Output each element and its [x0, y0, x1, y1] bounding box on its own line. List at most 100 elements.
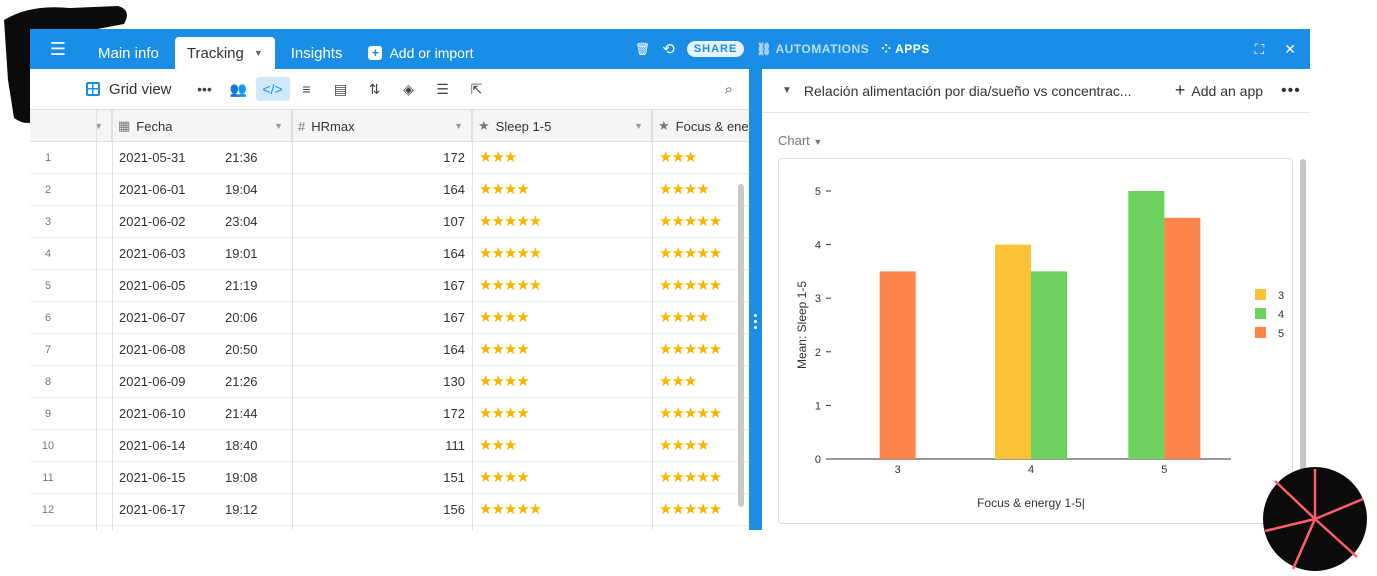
sleep-rating-cell[interactable]: ★★★★★ — [479, 277, 542, 294]
hrmax-cell[interactable]: 172 — [443, 406, 465, 421]
date-cell[interactable]: 2021-06-14 — [119, 438, 186, 453]
row-number[interactable]: 2 — [44, 184, 52, 196]
table-row[interactable]: 1 2021-05-31 21:36 172 ★★★ ★★★ — [30, 142, 749, 174]
table-row[interactable]: 10 2021-06-14 18:40 111 ★★★ ★★★★ — [30, 430, 749, 462]
row-number[interactable]: 3 — [44, 216, 52, 228]
date-cell[interactable]: 2021-06-17 — [119, 502, 186, 517]
chevron-down-icon[interactable]: ▼ — [454, 121, 463, 131]
focus-rating-cell[interactable]: ★★★★★ — [659, 469, 722, 486]
focus-rating-cell[interactable]: ★★★★ — [659, 309, 710, 326]
sleep-rating-cell[interactable]: ★★★★ — [479, 309, 530, 326]
hrmax-cell[interactable]: 164 — [443, 342, 465, 357]
tab-main-info[interactable]: Main info — [86, 37, 171, 69]
hrmax-cell[interactable]: 164 — [443, 246, 465, 261]
time-cell[interactable]: 23:04 — [225, 214, 258, 229]
add-app-button[interactable]: + Add an app — [1175, 80, 1263, 101]
table-row[interactable]: 11 2021-06-15 19:08 151 ★★★★ ★★★★★ — [30, 462, 749, 494]
date-cell[interactable]: 2021-06-05 — [119, 278, 186, 293]
time-cell[interactable]: 19:12 — [225, 502, 258, 517]
date-cell[interactable]: 2021-05-31 — [119, 150, 186, 165]
time-cell[interactable]: 21:44 — [225, 406, 258, 421]
header-sleep[interactable]: ★ Sleep 1-5 ▼ — [472, 110, 652, 142]
trash-icon[interactable]: 🗑 — [635, 42, 651, 56]
share-button[interactable]: SHARE — [686, 41, 745, 57]
row-number[interactable]: 4 — [44, 248, 52, 260]
hrmax-cell[interactable]: 167 — [443, 278, 465, 293]
table-row[interactable]: 4 2021-06-03 19:01 164 ★★★★★ ★★★★★ — [30, 238, 749, 270]
add-or-import-button[interactable]: + Add or import — [358, 37, 483, 69]
chevron-down-icon[interactable]: ▼ — [634, 121, 643, 131]
hrmax-cell[interactable]: 151 — [443, 470, 465, 485]
focus-rating-cell[interactable]: ★★★★★ — [659, 213, 722, 230]
table-row[interactable]: 2 2021-06-01 19:04 164 ★★★★ ★★★★ — [30, 174, 749, 206]
app-title[interactable]: Relación alimentación por dia/sueño vs c… — [803, 82, 1132, 99]
row-number[interactable]: 5 — [44, 280, 52, 292]
history-icon[interactable]: ⟲ — [662, 41, 675, 58]
time-cell[interactable]: 18:40 — [225, 438, 258, 453]
hrmax-cell[interactable]: 107 — [443, 214, 465, 229]
table-row[interactable]: 3 2021-06-02 23:04 107 ★★★★★ ★★★★★ — [30, 206, 749, 238]
row-height-icon[interactable]: ☰ — [436, 80, 449, 97]
table-row[interactable]: 5 2021-06-05 21:19 167 ★★★★★ ★★★★★ — [30, 270, 749, 302]
sleep-rating-cell[interactable]: ★★★★ — [479, 469, 530, 486]
hrmax-cell[interactable]: 156 — [443, 502, 465, 517]
chart-selector[interactable]: Chart ▼ — [778, 133, 822, 148]
date-cell[interactable]: 2021-06-07 — [119, 310, 186, 325]
date-cell[interactable]: 2021-06-15 — [119, 470, 186, 485]
search-icon[interactable]: ⌕ — [724, 81, 733, 98]
time-cell[interactable]: 19:04 — [225, 182, 258, 197]
sleep-rating-cell[interactable]: ★★★ — [479, 149, 517, 166]
date-cell[interactable]: 2021-06-01 — [119, 182, 186, 197]
row-number[interactable]: 9 — [44, 408, 52, 420]
apps-button[interactable]: ⁘ APPS — [881, 42, 930, 56]
focus-rating-cell[interactable]: ★★★ — [659, 149, 697, 166]
date-cell[interactable]: 2021-06-10 — [119, 406, 186, 421]
row-number[interactable]: 12 — [41, 504, 55, 516]
focus-rating-cell[interactable]: ★★★★ — [659, 181, 710, 198]
sleep-rating-cell[interactable]: ★★★★★ — [479, 501, 542, 518]
focus-rating-cell[interactable]: ★★★★★ — [659, 341, 722, 358]
focus-rating-cell[interactable]: ★★★★★ — [659, 277, 722, 294]
tab-tracking[interactable]: Tracking ▼ — [174, 37, 275, 69]
row-number[interactable]: 1 — [44, 152, 52, 164]
automations-button[interactable]: ⛓ AUTOMATIONS — [756, 42, 870, 56]
time-cell[interactable]: 19:08 — [225, 470, 258, 485]
time-cell[interactable]: 21:26 — [225, 374, 258, 389]
hrmax-cell[interactable]: 111 — [445, 438, 465, 453]
share-view-icon[interactable]: ⇱ — [470, 80, 483, 97]
sleep-rating-cell[interactable]: ★★★★ — [479, 405, 530, 422]
app-scrollbar[interactable] — [1300, 159, 1306, 519]
code-icon[interactable]: </> — [255, 77, 290, 101]
header-focus[interactable]: ★ Focus & ene — [652, 110, 752, 142]
date-cell[interactable]: 2021-06-03 — [119, 246, 186, 261]
filter-icon[interactable]: ≡ — [302, 81, 311, 97]
group-icon[interactable]: ▤ — [333, 80, 348, 97]
row-number[interactable]: 6 — [44, 312, 52, 324]
chevron-down-icon[interactable]: ▼ — [253, 48, 263, 58]
focus-rating-cell[interactable]: ★★★★ — [659, 437, 710, 454]
time-cell[interactable]: 19:01 — [225, 246, 258, 261]
chevron-down-icon[interactable]: ▼ — [94, 121, 103, 131]
sleep-rating-cell[interactable]: ★★★★★ — [479, 245, 542, 262]
fullscreen-icon[interactable]: ⛶ — [1254, 40, 1265, 57]
table-row[interactable]: 8 2021-06-09 21:26 130 ★★★★ ★★★ — [30, 366, 749, 398]
paint-icon[interactable]: ◈ — [403, 80, 414, 97]
row-number[interactable]: 10 — [41, 440, 55, 452]
row-number[interactable]: 7 — [44, 344, 52, 356]
view-switcher[interactable]: Grid view — [86, 81, 172, 98]
time-cell[interactable]: 20:06 — [225, 310, 258, 325]
tab-insights[interactable]: Insights — [279, 37, 355, 69]
table-row[interactable]: 9 2021-06-10 21:44 172 ★★★★ ★★★★★ — [30, 398, 749, 430]
sleep-rating-cell[interactable]: ★★★ — [479, 437, 517, 454]
focus-rating-cell[interactable]: ★★★★★ — [659, 405, 722, 422]
focus-rating-cell[interactable]: ★★★ — [659, 373, 697, 390]
hrmax-cell[interactable]: 172 — [443, 150, 465, 165]
header-fecha[interactable]: ▦ Fecha ▼ — [112, 110, 292, 142]
row-number[interactable]: 8 — [44, 376, 52, 388]
date-cell[interactable]: 2021-06-08 — [119, 342, 186, 357]
table-row[interactable]: 12 2021-06-17 19:12 156 ★★★★★ ★★★★★ — [30, 494, 749, 526]
sleep-rating-cell[interactable]: ★★★★ — [479, 373, 530, 390]
more-icon[interactable]: ••• — [197, 81, 212, 97]
chevron-down-icon[interactable]: ▼ — [274, 121, 283, 131]
time-cell[interactable]: 21:36 — [225, 150, 258, 165]
